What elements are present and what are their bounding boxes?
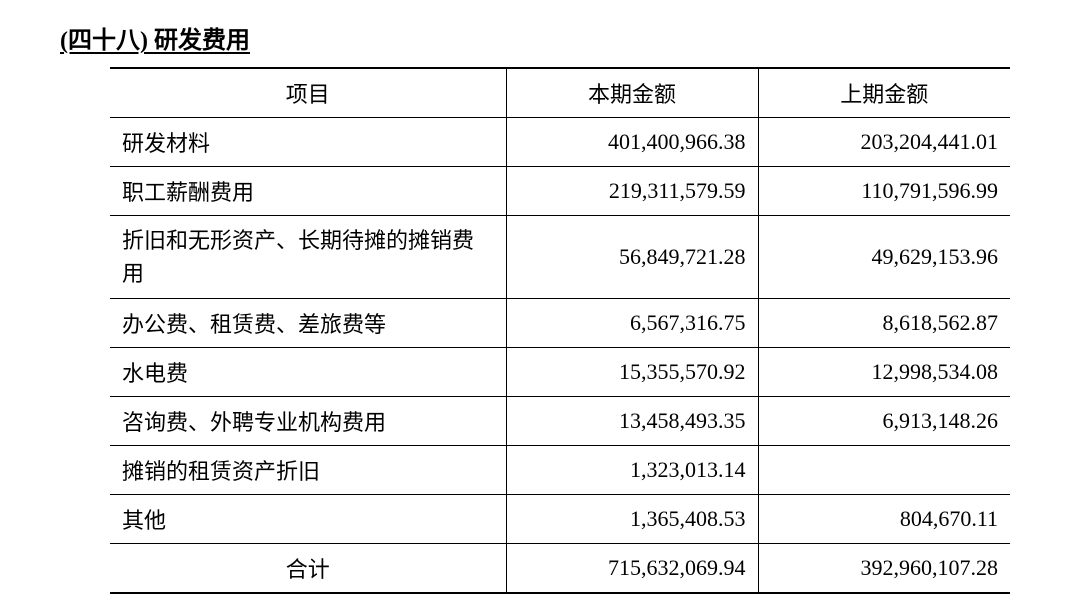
table-row: 办公费、租赁费、差旅费等6,567,316.758,618,562.87 [110, 299, 1010, 348]
cell-current: 15,355,570.92 [506, 348, 758, 397]
total-prior: 392,960,107.28 [758, 544, 1010, 594]
table-total-row: 合计715,632,069.94392,960,107.28 [110, 544, 1010, 594]
cell-prior: 6,913,148.26 [758, 397, 1010, 446]
cell-prior [758, 446, 1010, 495]
cell-item: 其他 [110, 495, 506, 544]
table-row: 咨询费、外聘专业机构费用13,458,493.356,913,148.26 [110, 397, 1010, 446]
cell-item: 折旧和无形资产、长期待摊的摊销费用 [110, 216, 506, 299]
cell-prior: 203,204,441.01 [758, 118, 1010, 167]
section-heading: (四十八) 研发费用 [50, 20, 1030, 55]
table-row: 折旧和无形资产、长期待摊的摊销费用56,849,721.2849,629,153… [110, 216, 1010, 299]
cell-item: 水电费 [110, 348, 506, 397]
cell-current: 401,400,966.38 [506, 118, 758, 167]
table-row: 水电费15,355,570.9212,998,534.08 [110, 348, 1010, 397]
table-row: 职工薪酬费用219,311,579.59110,791,596.99 [110, 167, 1010, 216]
cell-current: 219,311,579.59 [506, 167, 758, 216]
header-item: 项目 [110, 68, 506, 118]
header-current: 本期金额 [506, 68, 758, 118]
table-row: 摊销的租赁资产折旧1,323,013.14 [110, 446, 1010, 495]
total-label: 合计 [110, 544, 506, 594]
cell-item: 研发材料 [110, 118, 506, 167]
cell-current: 1,365,408.53 [506, 495, 758, 544]
cell-current: 1,323,013.14 [506, 446, 758, 495]
table-container: 项目 本期金额 上期金额 研发材料401,400,966.38203,204,4… [50, 67, 1030, 594]
table-body: 研发材料401,400,966.38203,204,441.01职工薪酬费用21… [110, 118, 1010, 594]
total-current: 715,632,069.94 [506, 544, 758, 594]
cell-current: 56,849,721.28 [506, 216, 758, 299]
cell-item: 办公费、租赁费、差旅费等 [110, 299, 506, 348]
rd-expense-table: 项目 本期金额 上期金额 研发材料401,400,966.38203,204,4… [110, 67, 1010, 594]
table-header-row: 项目 本期金额 上期金额 [110, 68, 1010, 118]
cell-prior: 49,629,153.96 [758, 216, 1010, 299]
section-number: (四十八) [60, 28, 148, 54]
header-prior: 上期金额 [758, 68, 1010, 118]
cell-prior: 8,618,562.87 [758, 299, 1010, 348]
table-row: 研发材料401,400,966.38203,204,441.01 [110, 118, 1010, 167]
cell-prior: 804,670.11 [758, 495, 1010, 544]
cell-current: 13,458,493.35 [506, 397, 758, 446]
section-title: 研发费用 [154, 28, 250, 54]
cell-current: 6,567,316.75 [506, 299, 758, 348]
cell-item: 咨询费、外聘专业机构费用 [110, 397, 506, 446]
cell-prior: 110,791,596.99 [758, 167, 1010, 216]
cell-item: 摊销的租赁资产折旧 [110, 446, 506, 495]
table-row: 其他1,365,408.53804,670.11 [110, 495, 1010, 544]
cell-prior: 12,998,534.08 [758, 348, 1010, 397]
cell-item: 职工薪酬费用 [110, 167, 506, 216]
